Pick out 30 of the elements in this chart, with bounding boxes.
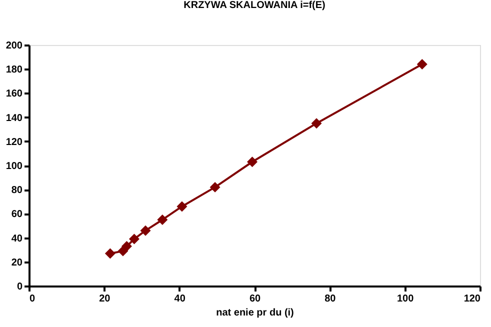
x-tick-label: 60 [249, 294, 261, 304]
x-tick-label: 0 [30, 294, 36, 304]
x-tick-label: 100 [396, 294, 414, 304]
x-tick-label: 20 [99, 294, 111, 304]
y-tick-label: 120 [6, 136, 23, 148]
point [140, 225, 151, 236]
point [104, 248, 116, 259]
y-tick-label: 20 [11, 257, 23, 268]
y-tick-label: 80 [11, 185, 23, 196]
y-tick-label: 140 [6, 112, 23, 124]
y-tick-label: 180 [6, 64, 23, 76]
y-tick-label: 40 [11, 233, 23, 244]
point [311, 118, 322, 129]
x-tick-label: 40 [174, 294, 186, 304]
point [176, 201, 188, 212]
point [121, 240, 132, 252]
point [210, 182, 220, 192]
point [128, 234, 140, 244]
x-tick-label: 120 [464, 294, 481, 304]
y-tick-label: 60 [11, 209, 23, 220]
y-tick-label: 160 [6, 88, 23, 100]
y-tick-label: 0 [16, 282, 23, 292]
x-tick-label: 80 [324, 294, 336, 304]
y-tick-label: 100 [6, 161, 23, 172]
point [247, 156, 258, 168]
x-axis-title: nat enie pr du (i) [216, 308, 294, 318]
point [157, 214, 168, 225]
point [416, 59, 428, 70]
y-tick-label: 200 [6, 40, 23, 52]
chart-title: KRZYWA SKALOWANIA i=f(E) [184, 0, 326, 11]
